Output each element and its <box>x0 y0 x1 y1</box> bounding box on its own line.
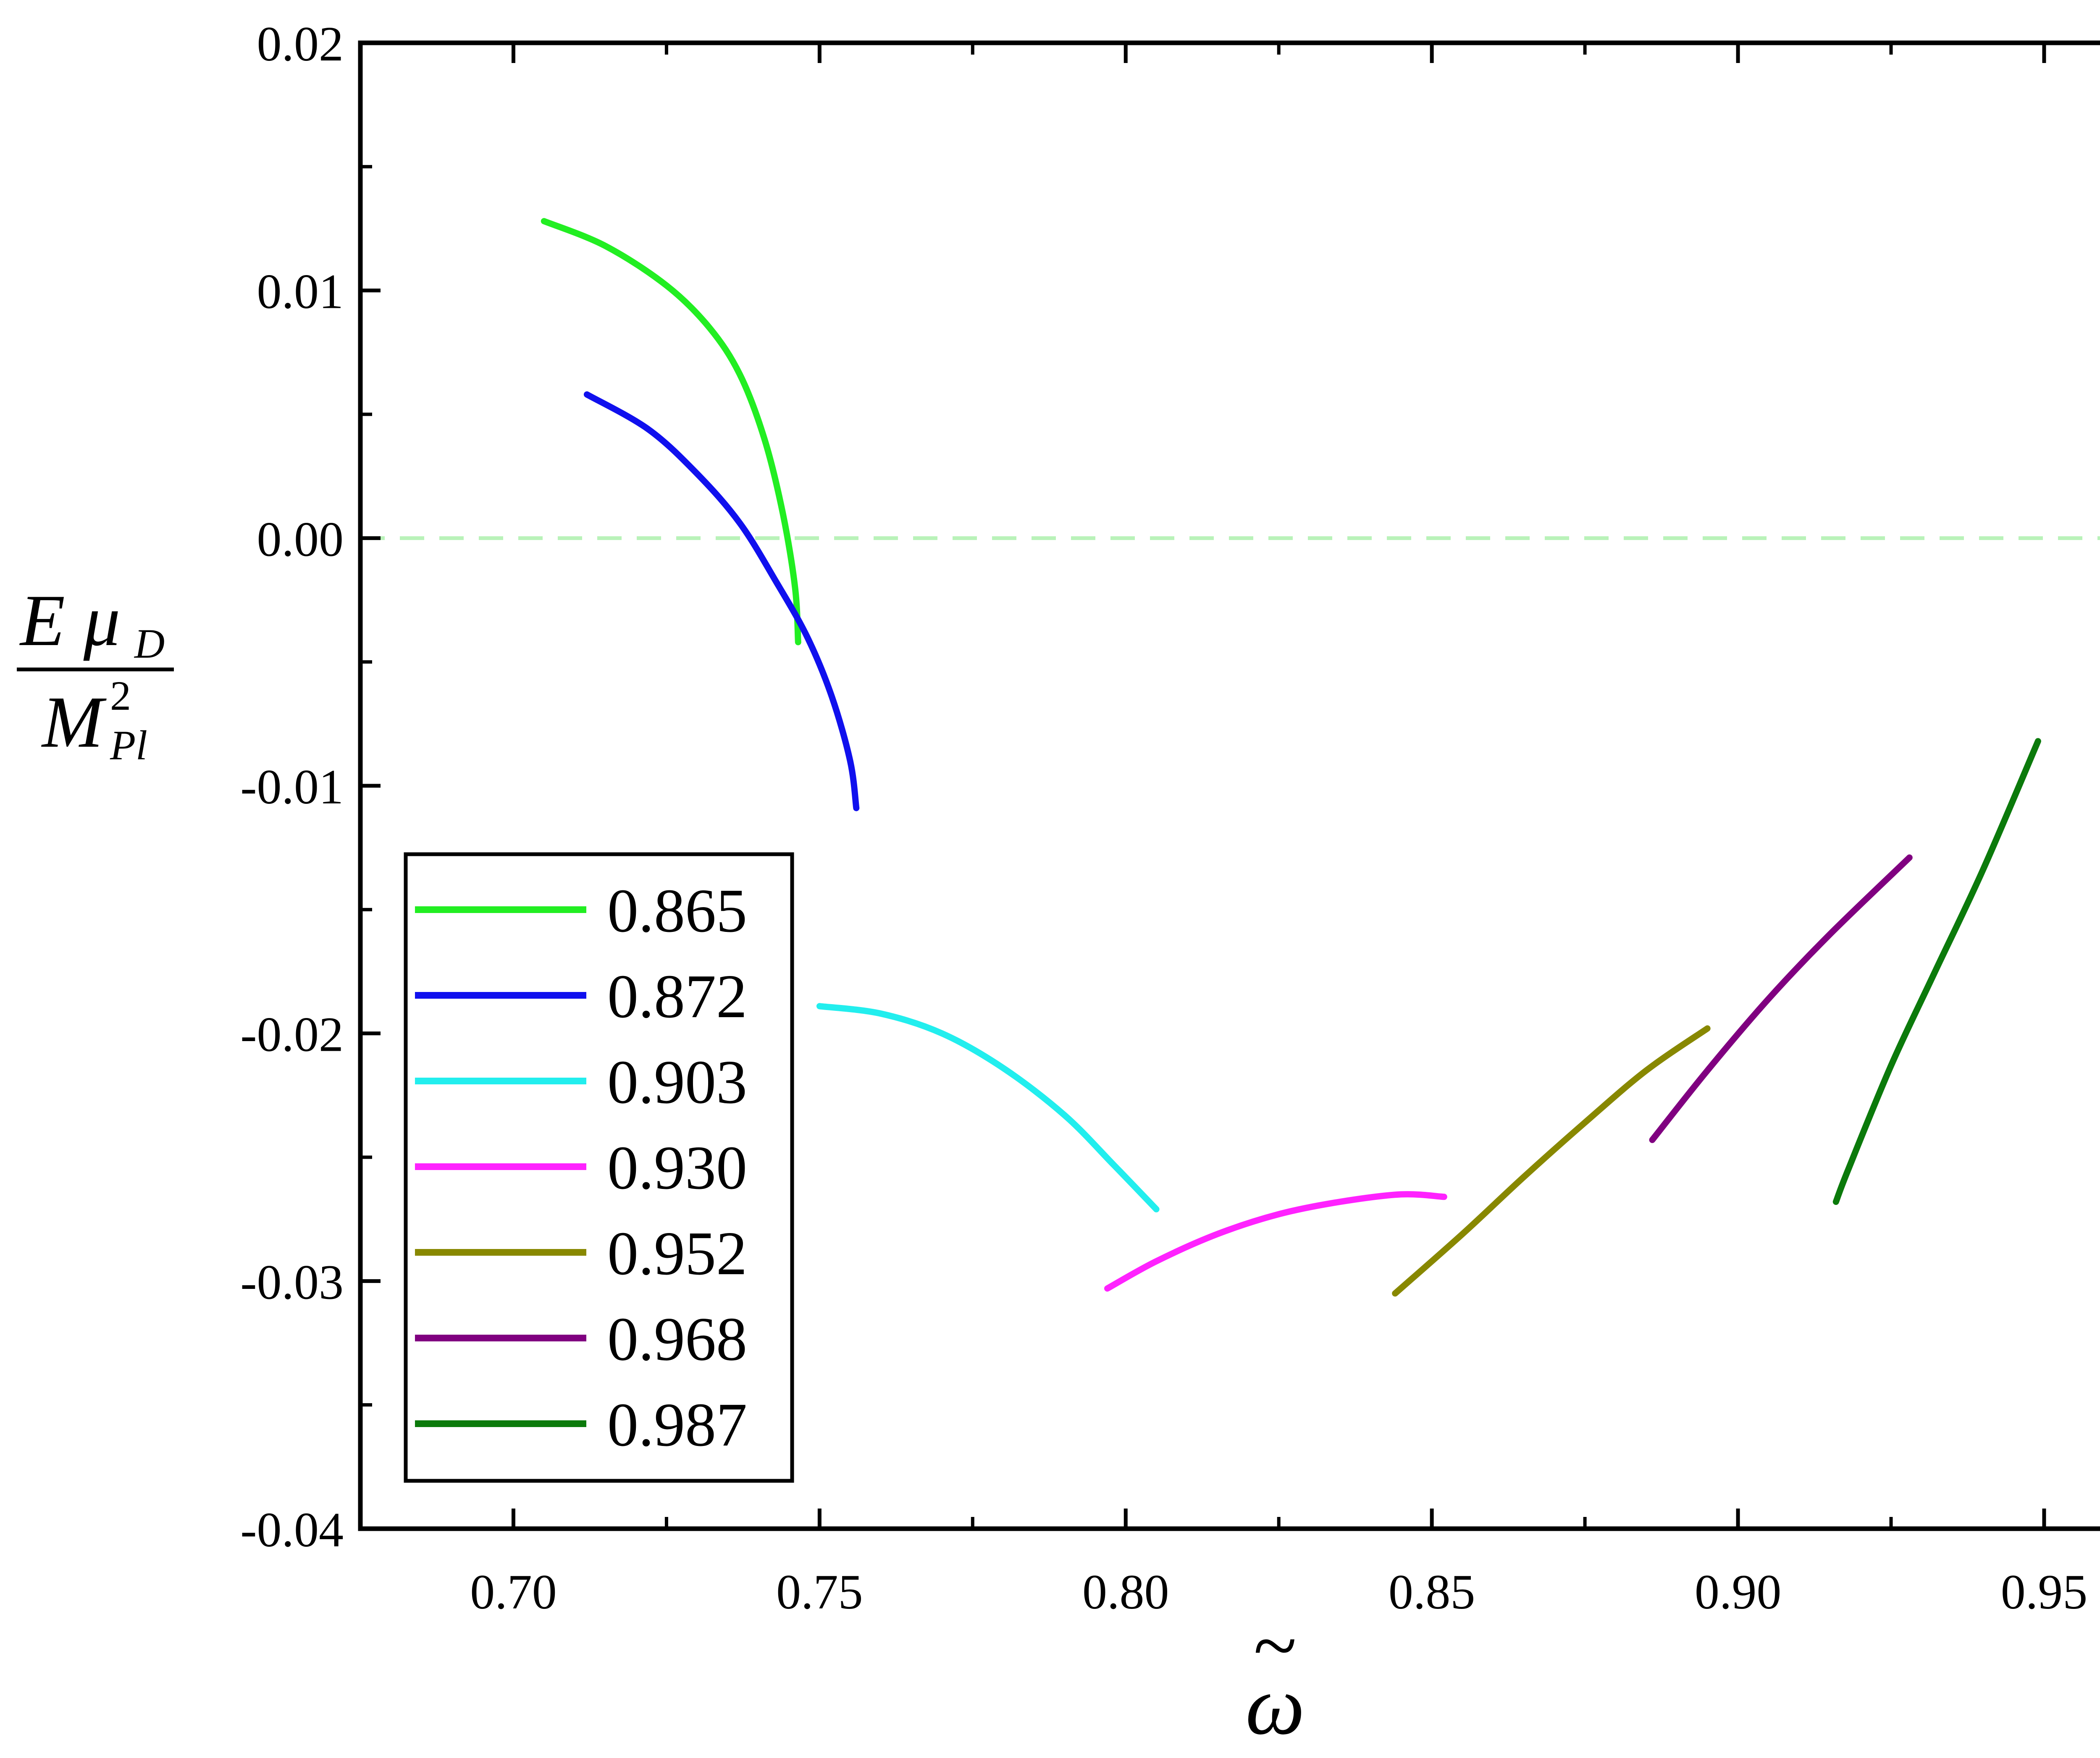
x-tick-label: 0.70 <box>470 1564 557 1619</box>
y-tick-label: 0.00 <box>257 512 344 567</box>
y-label-denominator: M <box>41 681 107 763</box>
legend-label: 0.872 <box>607 962 747 1031</box>
y-tick-label: 0.01 <box>257 264 344 319</box>
series-line-0-968 <box>1649 854 1913 1143</box>
x-axis-title: ~ ω <box>1245 1602 1305 1752</box>
legend-items: 0.865 0.872 0.903 0.930 0.952 0.968 0.987 <box>415 876 747 1459</box>
y-axis-title: E μ D M 2 Pl <box>17 580 174 769</box>
x-label-symbol: ω <box>1245 1659 1305 1752</box>
y-tick-label: 0.02 <box>257 16 344 71</box>
x-tick-label: 0.80 <box>1082 1564 1169 1619</box>
legend: 0.865 0.872 0.903 0.930 0.952 0.968 0.987 <box>404 852 794 1483</box>
series-line-0-952 <box>1392 1025 1711 1297</box>
legend-label: 0.952 <box>607 1219 747 1288</box>
series-layer <box>541 218 2041 1297</box>
series-line-0-872 <box>583 391 860 811</box>
tick-label-layer: 0.70 0.75 0.80 0.85 0.90 0.95 0.02 0.01 0.00 -0.0… <box>240 16 2087 1619</box>
x-label-accent: ~ <box>1254 1602 1297 1690</box>
y-tick-label: -0.02 <box>240 1007 344 1062</box>
y-tick-label: -0.03 <box>240 1254 344 1309</box>
series-line-0-865 <box>541 218 801 645</box>
series-line-0-903 <box>816 1003 1160 1212</box>
legend-label: 0.987 <box>607 1391 747 1459</box>
y-label-denominator-sub: Pl <box>110 722 147 769</box>
legend-label: 0.930 <box>607 1134 747 1202</box>
legend-label: 0.865 <box>607 876 747 945</box>
y-tick-label: -0.01 <box>240 759 344 814</box>
legend-label: 0.903 <box>607 1048 747 1117</box>
y-tick-label: -0.04 <box>240 1502 344 1557</box>
series-line-0-987 <box>1832 738 2041 1205</box>
y-label-numerator: E μ <box>19 580 121 661</box>
y-label-numerator-sub: D <box>134 620 165 667</box>
tick-layer <box>360 41 2046 1531</box>
x-tick-label: 0.75 <box>776 1564 863 1619</box>
y-label-denominator-sup: 2 <box>110 672 131 719</box>
x-tick-label: 0.85 <box>1389 1564 1475 1619</box>
x-tick-label: 0.90 <box>1695 1564 1782 1619</box>
legend-label: 0.968 <box>607 1305 747 1374</box>
series-line-0-930 <box>1104 1191 1447 1292</box>
x-tick-label: 0.95 <box>2001 1564 2088 1619</box>
